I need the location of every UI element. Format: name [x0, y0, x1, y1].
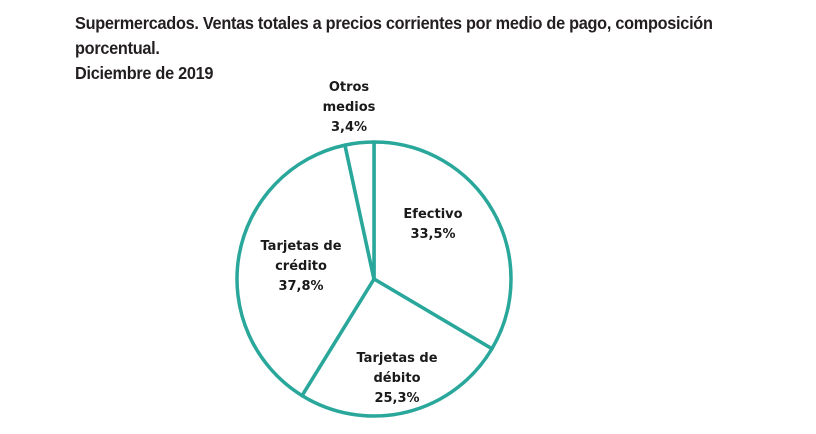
slice-credito — [235, 143, 376, 398]
label-credito-name2: crédito — [275, 259, 327, 274]
label-debito-name1: Tarjetas de — [356, 351, 437, 366]
label-otros-name1: Otros — [329, 80, 370, 95]
label-credito-name1: Tarjetas de — [260, 239, 341, 254]
label-efectivo-name: Efectivo — [403, 207, 462, 222]
chart-title: Supermercados. Ventas totales a precios … — [75, 11, 764, 86]
label-debito-value: 25,3% — [374, 391, 419, 406]
pie-slices — [235, 140, 513, 418]
label-efectivo-value: 33,5% — [410, 227, 455, 242]
label-credito: Tarjetas de crédito 37,8% — [260, 239, 341, 294]
label-debito-name2: débito — [373, 371, 420, 386]
slice-otros — [343, 140, 376, 281]
label-credito-value: 37,8% — [278, 279, 323, 294]
chart-title-line1: Supermercados. Ventas totales a precios … — [75, 13, 713, 58]
slice-debito — [300, 277, 494, 418]
label-efectivo: Efectivo 33,5% — [403, 207, 462, 242]
label-otros: Otros medios 3,4% — [323, 80, 376, 135]
chart-title-line2: Diciembre de 2019 — [75, 63, 214, 83]
label-otros-value: 3,4% — [331, 120, 367, 135]
label-debito: Tarjetas de débito 25,3% — [356, 351, 437, 406]
slice-efectivo — [372, 140, 513, 351]
label-otros-name2: medios — [323, 100, 376, 115]
